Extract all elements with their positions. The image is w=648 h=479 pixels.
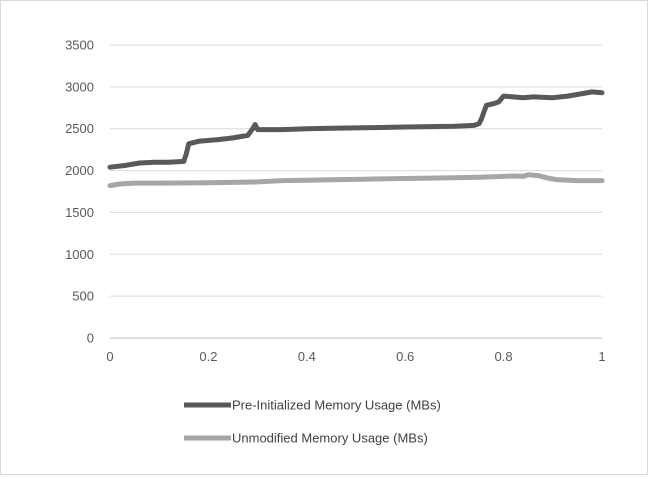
- gridlines: [110, 44, 602, 297]
- series-line-2: [107, 172, 605, 189]
- y-tick-label: 1500: [65, 205, 94, 220]
- legend-label-1: Pre-Initialized Memory Usage (MBs): [232, 398, 441, 413]
- x-tick-label: 0.2: [199, 349, 217, 364]
- x-axis-tick-labels: 0 0.2 0.4 0.6 0.8 1: [106, 349, 605, 364]
- y-tick-label: 2000: [65, 163, 94, 178]
- y-axis-tick-labels: 0 500 1000 1500 2000 2500 3000 3500: [65, 38, 94, 346]
- x-tick-label: 0: [106, 349, 113, 364]
- y-tick-label: 3500: [65, 38, 94, 53]
- x-tick-label: 0.8: [495, 349, 513, 364]
- series-line-1: [107, 89, 605, 170]
- y-tick-label: 2500: [65, 121, 94, 136]
- y-tick-label: 500: [72, 289, 94, 304]
- series-lines: [107, 89, 605, 189]
- x-tick-label: 0.4: [298, 349, 316, 364]
- y-tick-label: 1000: [65, 247, 94, 262]
- x-tick-label: 0.6: [396, 349, 414, 364]
- y-tick-label: 0: [87, 331, 94, 346]
- legend: Pre-Initialized Memory Usage (MBs) Unmodi…: [184, 398, 441, 446]
- legend-label-2: Unmodified Memory Usage (MBs): [232, 431, 428, 446]
- y-tick-label: 3000: [65, 79, 94, 94]
- x-tick-label: 1: [598, 349, 605, 364]
